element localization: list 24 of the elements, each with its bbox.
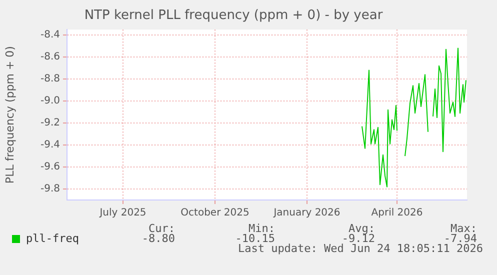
y-tick-label: -9.4: [40, 140, 60, 151]
text: -9.12: [342, 232, 375, 245]
text: Last update: Wed Jun 24 18:05:11 2026: [238, 242, 483, 255]
text: -7.94: [444, 232, 477, 245]
text: Cur:: [148, 222, 175, 235]
y-axis-title: PLL frequency (ppm + 0): [3, 46, 16, 184]
text: Max:: [450, 222, 477, 235]
text: Min:: [248, 222, 275, 235]
chart-title: NTP kernel PLL frequency (ppm + 0) - by year: [84, 8, 384, 24]
x-tick-label: April 2026: [371, 208, 423, 219]
y-tick-label: -9.0: [40, 96, 60, 107]
y-tick-label: -8.4: [40, 30, 60, 41]
y-tick-label: -9.2: [40, 118, 60, 129]
text: Avg:: [348, 222, 375, 235]
legend-label: pll-freq: [26, 232, 79, 245]
x-tick-label: January 2026: [272, 208, 340, 219]
x-tick-label: July 2025: [98, 208, 146, 219]
y-tick-label: -8.8: [40, 74, 60, 85]
y-tick-label: -9.6: [40, 162, 60, 173]
x-tick-label: October 2025: [180, 208, 250, 219]
y-tick-label: -8.6: [40, 52, 60, 63]
text: -8.80: [142, 232, 175, 245]
y-tick-label: -9.8: [40, 184, 60, 195]
text: -10.15: [235, 232, 275, 245]
